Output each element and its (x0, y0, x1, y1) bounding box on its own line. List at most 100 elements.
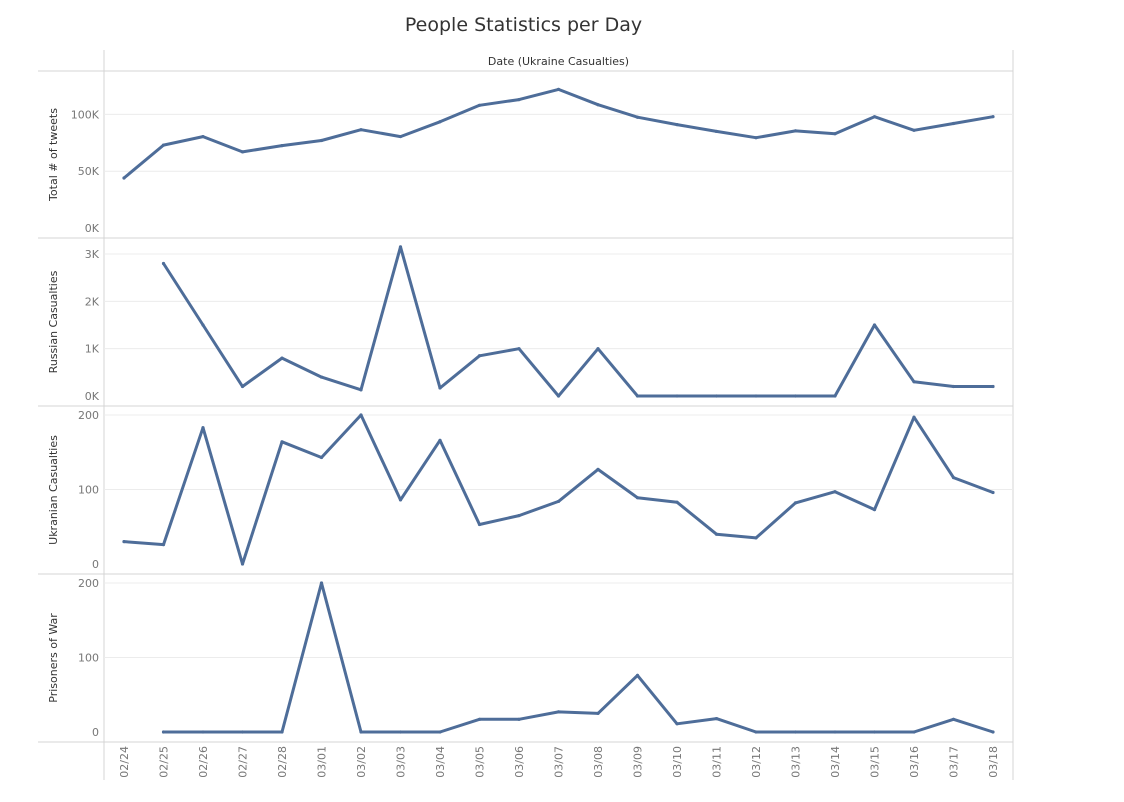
y-tick-label: 100 (78, 652, 99, 665)
data-point (991, 490, 995, 495)
y-tick-label: 0 (92, 558, 99, 571)
panel-2: 0K 1K 2K 3K Russian Casualties (47, 245, 1013, 403)
data-point (280, 356, 284, 360)
x-tick-label: 03/04 (434, 746, 447, 778)
data-point (398, 730, 403, 734)
y-tick-label: 50K (78, 165, 100, 178)
column-header: Date (Ukraine Casualties) (488, 55, 629, 68)
data-point (438, 386, 442, 390)
data-point (517, 98, 521, 102)
data-point (319, 455, 324, 460)
x-tick-label: 02/27 (237, 746, 250, 778)
data-point (991, 384, 995, 389)
x-tick-label: 03/10 (671, 746, 684, 778)
panel-1: 0K 50K 100K Total # of tweets (47, 87, 1013, 235)
data-point (319, 138, 324, 143)
data-point (438, 120, 442, 124)
y-tick-label: 1K (85, 343, 100, 356)
data-point (951, 121, 956, 126)
data-point (793, 730, 798, 734)
data-point (872, 508, 877, 512)
data-point (280, 440, 284, 444)
data-point (240, 562, 245, 566)
x-tick-label: 03/08 (592, 746, 605, 778)
data-point (556, 394, 561, 398)
chart-frame: Date (Ukraine Casualties) (38, 50, 1014, 780)
data-point (635, 115, 640, 119)
data-point (675, 722, 679, 726)
panel-3: 0 100 200 Ukranian Casualties (47, 409, 1013, 571)
x-tick-label: 03/11 (711, 746, 724, 778)
data-point (398, 498, 403, 502)
x-tick-label: 03/12 (750, 746, 763, 778)
data-point (201, 134, 205, 139)
data-point (675, 500, 679, 504)
data-point (833, 730, 837, 734)
data-point (359, 388, 363, 392)
series-line (122, 87, 995, 180)
chart-title: People Statistics per Day (404, 14, 643, 36)
x-tick-label: 03/17 (948, 746, 961, 778)
y-axis-label: Ukranian Casualties (47, 435, 60, 545)
data-point (359, 128, 363, 132)
x-tick-label: 02/25 (158, 746, 171, 778)
data-point (438, 730, 442, 734)
data-point (754, 136, 758, 140)
y-axis-label: Total # of tweets (47, 108, 60, 202)
data-point (240, 150, 245, 154)
x-tick-label: 03/06 (513, 746, 526, 778)
data-point (793, 394, 798, 398)
y-tick-label: 0K (85, 390, 100, 403)
data-point (714, 129, 719, 134)
data-point (912, 730, 916, 734)
data-point (398, 245, 403, 249)
x-tick-label: 03/02 (355, 746, 368, 778)
data-point (319, 375, 324, 379)
data-point (517, 717, 521, 721)
data-point (477, 717, 482, 721)
y-axis-label: Russian Casualties (47, 270, 60, 373)
x-tick-label: 03/01 (316, 746, 329, 778)
data-point (754, 730, 758, 734)
data-point (596, 711, 600, 715)
x-axis: 02/24 02/25 02/26 02/27 02/28 03/01 03/02 03/03… (118, 746, 1000, 778)
data-point (951, 717, 956, 721)
data-point (161, 730, 166, 734)
data-point (714, 532, 719, 536)
panel-4: 0 100 200 Prisoners of War (47, 577, 1013, 739)
data-point (161, 261, 166, 266)
x-tick-label: 03/16 (908, 746, 921, 778)
data-point (477, 354, 482, 358)
data-point (122, 540, 126, 544)
data-point (991, 115, 995, 119)
data-point (280, 144, 284, 148)
x-tick-label: 03/07 (553, 746, 566, 778)
data-point (161, 543, 166, 547)
x-tick-label: 02/26 (197, 746, 210, 778)
data-point (675, 394, 679, 398)
data-point (675, 123, 679, 127)
data-point (951, 384, 956, 389)
data-point (477, 522, 482, 527)
data-point (872, 323, 877, 327)
data-point (872, 730, 877, 734)
y-tick-label: 200 (78, 409, 99, 422)
data-point (596, 103, 600, 107)
x-tick-label: 03/18 (987, 746, 1000, 778)
data-point (833, 132, 837, 136)
data-point (477, 103, 482, 107)
data-point (201, 323, 205, 327)
data-point (359, 413, 363, 417)
data-point (201, 730, 205, 734)
y-tick-label: 100K (71, 108, 100, 121)
data-point (556, 710, 561, 714)
data-point (912, 415, 916, 419)
data-point (596, 467, 600, 471)
chart-panels: 0K 50K 100K Total # of tweets 0K 1K 2K 3K Russia… (47, 87, 1013, 739)
data-point (951, 475, 956, 480)
x-tick-label: 03/14 (829, 746, 842, 778)
data-point (240, 384, 245, 389)
data-point (319, 581, 324, 585)
data-point (635, 673, 640, 677)
data-point (793, 129, 798, 133)
